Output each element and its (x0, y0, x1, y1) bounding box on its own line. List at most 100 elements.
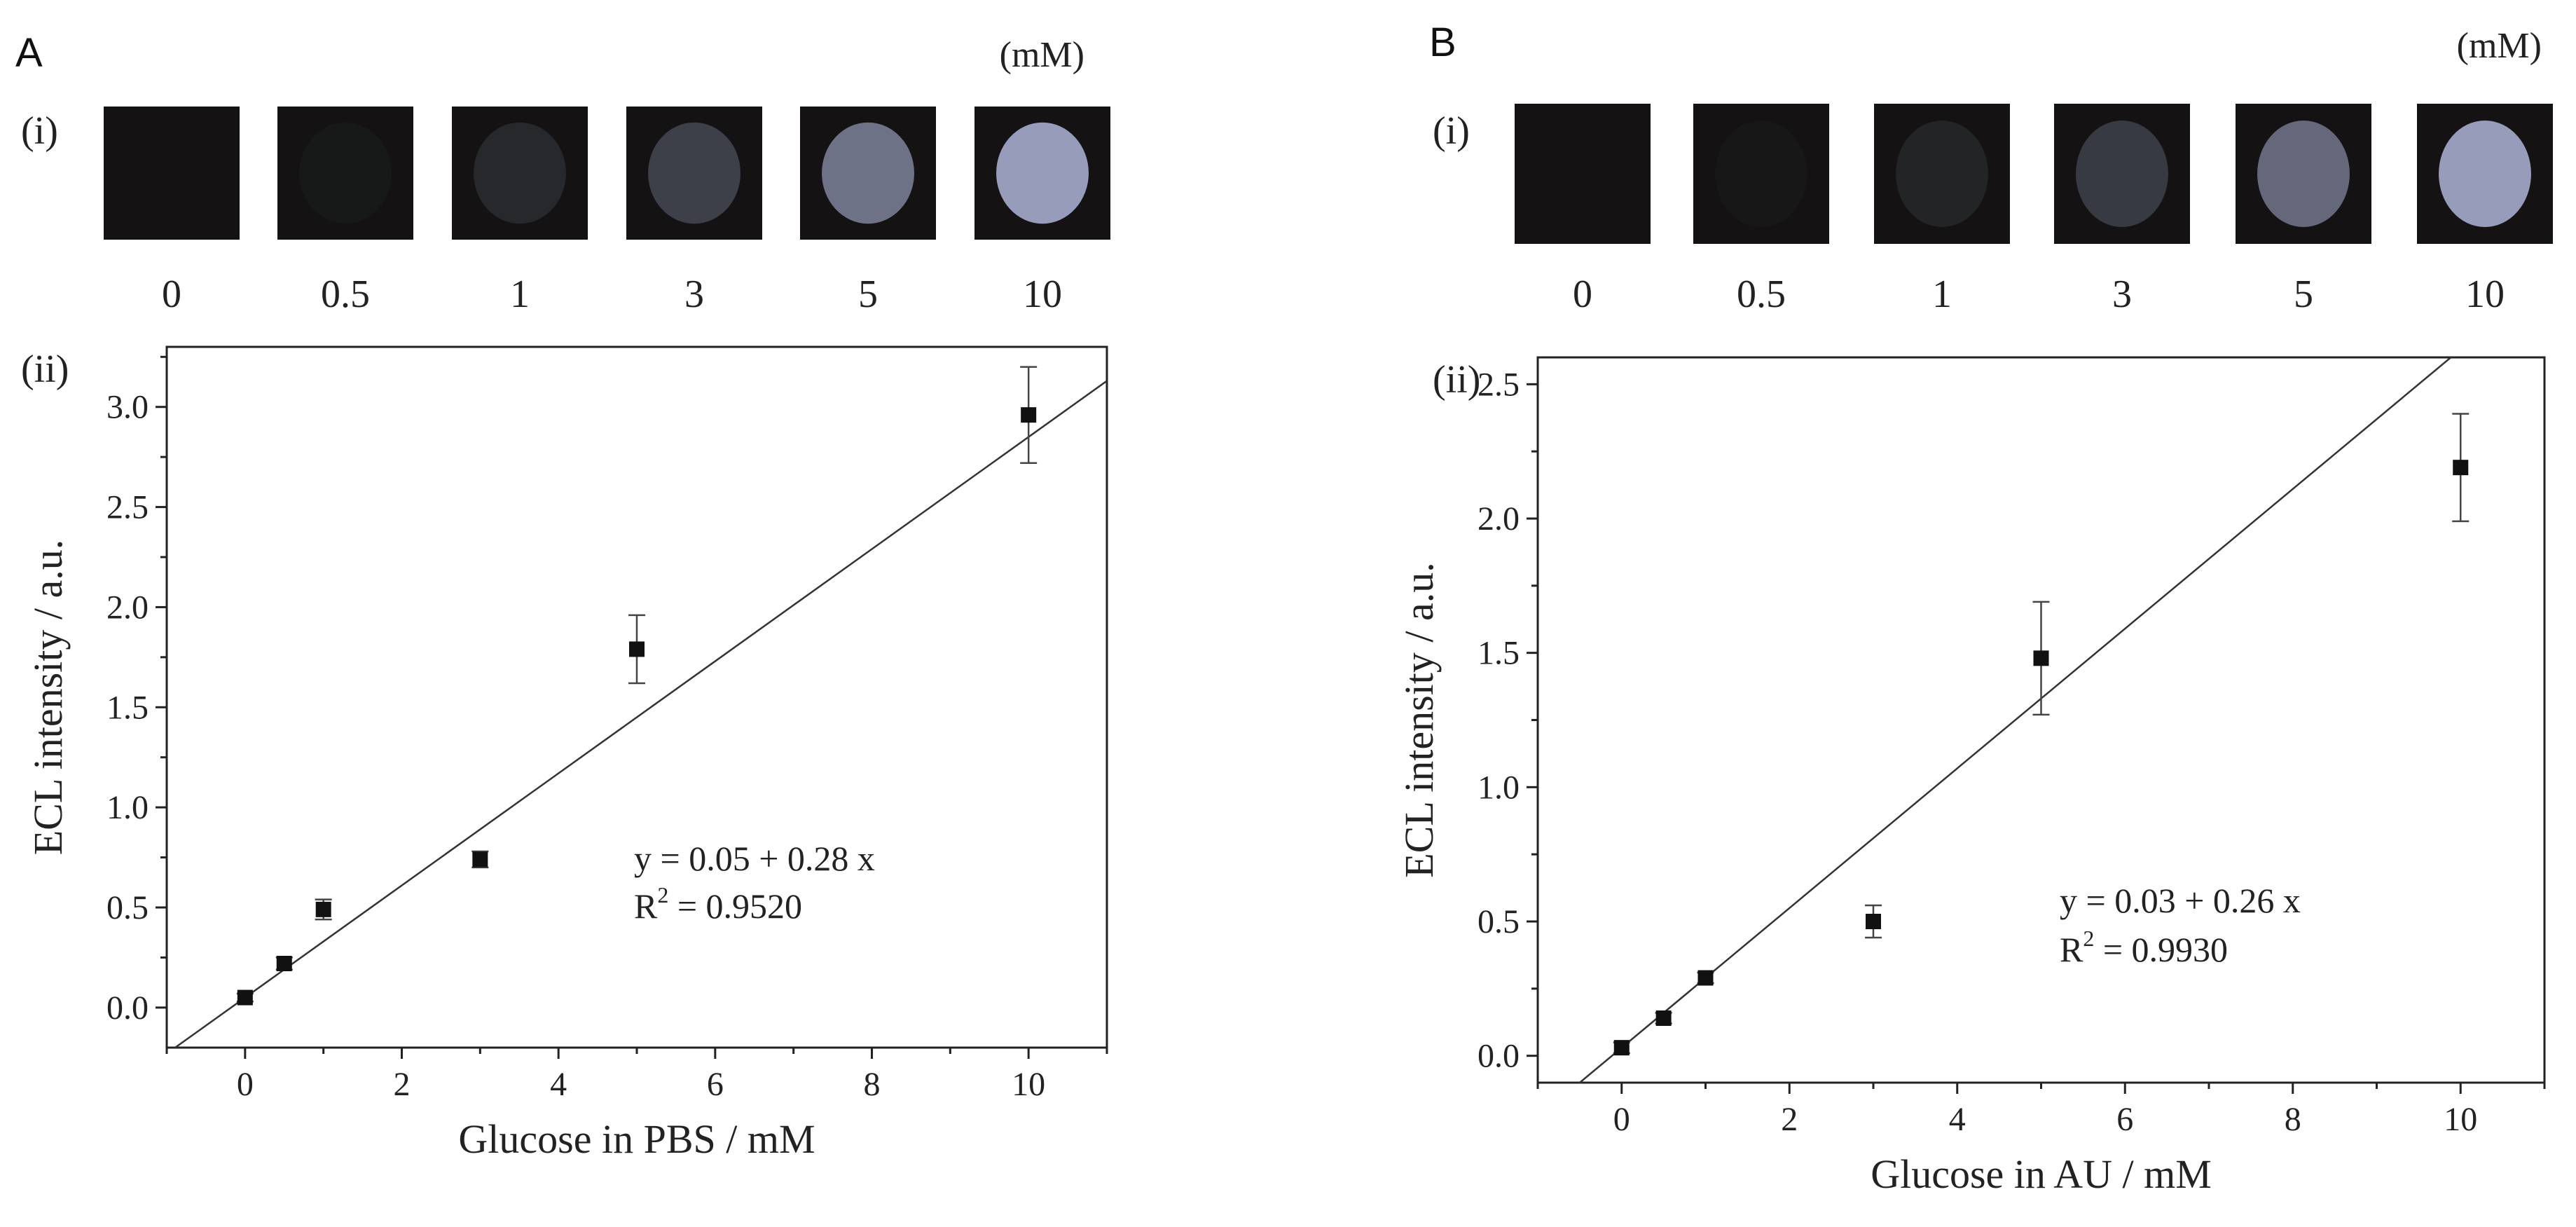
data-point (1613, 1040, 1630, 1056)
data-point-group (2452, 413, 2470, 523)
concentration-label: 10 (1023, 273, 1062, 316)
concentration-label: 1 (1932, 273, 1952, 316)
data-point (2453, 460, 2469, 476)
ecl-glow-spot (1715, 121, 1807, 227)
y-tick-label: 2.5 (106, 489, 149, 526)
data-point (1021, 407, 1037, 423)
x-tick-label: 8 (2285, 1101, 2301, 1138)
data-point-group (1020, 366, 1038, 464)
y-tick-label: 0.5 (106, 889, 149, 926)
data-point (237, 989, 253, 1006)
ecl-glow-spot (1896, 121, 1988, 227)
concentration-label: 0 (162, 273, 181, 316)
ecl-glow-spot (822, 122, 914, 224)
x-tick-label: 6 (707, 1066, 724, 1103)
concentration-label: 3 (684, 273, 704, 316)
ecl-image (1515, 104, 1651, 244)
y-tick-label: 0.0 (1478, 1038, 1520, 1075)
x-tick-label: 10 (2444, 1101, 2477, 1138)
ecl-glow-spot (474, 122, 566, 224)
concentration-label: 5 (858, 273, 878, 316)
y-axis-title: ECL intensity / a.u. (25, 540, 71, 856)
ecl-glow-spot (2076, 121, 2168, 227)
x-tick-label: 0 (1613, 1101, 1630, 1138)
plot-sublabel: (ii) (1433, 358, 1480, 402)
x-axis-title: Glucose in PBS / mM (458, 1116, 815, 1162)
fit-equation: y = 0.05 + 0.28 x (634, 839, 875, 878)
ecl-image (1693, 104, 1829, 244)
panel-letter: A (15, 30, 43, 76)
y-tick-label: 1.5 (106, 689, 149, 726)
panel-letter: B (1429, 20, 1456, 65)
concentration-label: 0.5 (321, 273, 370, 316)
data-point-group (275, 956, 293, 971)
data-point-group (236, 989, 254, 1006)
r-squared-superscript: 2 (657, 882, 668, 907)
data-point-group (471, 850, 489, 869)
y-tick-label: 1.0 (106, 789, 149, 826)
x-tick-label: 4 (1949, 1101, 1966, 1138)
image-unit-label: (mM) (2457, 26, 2542, 66)
panel-b: B (mM) (i) 0 0.5 1 3 5 10 (ii) 0 2 4 6 8 10 0.0 0.5 1.0 1.5… (1396, 20, 2553, 1197)
ecl-glow-spot (299, 122, 392, 224)
r-squared-superscript: 2 (2083, 926, 2094, 951)
data-point-group (1865, 904, 1882, 939)
fit-equation: y = 0.03 + 0.26 x (2060, 881, 2301, 920)
y-tick-label: 0.0 (106, 989, 149, 1027)
data-point-group (1697, 970, 1714, 986)
ecl-glow-spot (648, 122, 741, 224)
x-axis-title: Glucose in AU / mM (1871, 1151, 2212, 1197)
r-squared: R2 = 0.9930 (2060, 926, 2228, 969)
ecl-image (1874, 104, 2010, 244)
panel-a: A (mM) (i) 0 0.5 1 3 5 10 (ii) 0 2 4 6 8 10 0.0 0.5 1.0 1.5… (15, 30, 1110, 1162)
y-tick-label: 2.5 (1478, 366, 1520, 403)
y-tick-label: 1.0 (1478, 769, 1520, 806)
r-squared-value: = 0.9930 (2094, 930, 2228, 969)
ecl-image-background (1693, 104, 1829, 244)
ecl-image-background (104, 107, 240, 240)
ecl-image (800, 107, 936, 240)
data-point (1866, 914, 1881, 929)
plot-frame (165, 345, 1108, 1049)
y-tick-label: 0.5 (1478, 903, 1520, 940)
ecl-image-background (277, 107, 413, 240)
plot-frame (1536, 356, 2546, 1084)
data-point-group (2032, 601, 2050, 716)
concentration-label: 10 (2465, 273, 2505, 316)
concentration-label: 0.5 (1737, 273, 1786, 316)
data-point (629, 641, 645, 657)
ecl-glow-spot (996, 122, 1089, 224)
x-tick-label: 8 (864, 1066, 881, 1103)
plot-sublabel: (ii) (21, 348, 69, 391)
fit-line (173, 380, 1107, 1048)
data-point (2033, 650, 2049, 666)
ecl-image (626, 107, 762, 240)
image-unit-label: (mM) (1000, 35, 1084, 75)
x-tick-label: 6 (2116, 1101, 2133, 1138)
data-point-group (628, 614, 645, 685)
ecl-image (452, 107, 588, 240)
x-tick-label: 2 (1781, 1101, 1798, 1138)
ecl-image (277, 107, 413, 240)
ecl-image (974, 107, 1110, 240)
images-sublabel: (i) (21, 109, 58, 153)
x-tick-label: 2 (394, 1066, 411, 1103)
r-squared: R2 = 0.9520 (634, 882, 802, 926)
x-tick-label: 0 (237, 1066, 254, 1103)
concentration-label: 1 (510, 273, 530, 316)
data-point-group (315, 898, 332, 921)
ecl-image (2236, 104, 2371, 244)
ecl-image (2054, 104, 2190, 244)
data-point-group (1655, 1010, 1672, 1026)
data-point (1697, 970, 1714, 986)
x-tick-label: 4 (550, 1066, 567, 1103)
concentration-label: 0 (1573, 273, 1592, 316)
r-squared-value: = 0.9520 (668, 886, 802, 926)
y-tick-label: 1.5 (1478, 635, 1520, 672)
ecl-image-background (1515, 104, 1651, 244)
y-tick-label: 3.0 (106, 389, 149, 426)
x-tick-label: 10 (1012, 1066, 1045, 1103)
r-squared-prefix: R (634, 886, 658, 926)
data-point-group (1613, 1040, 1630, 1056)
